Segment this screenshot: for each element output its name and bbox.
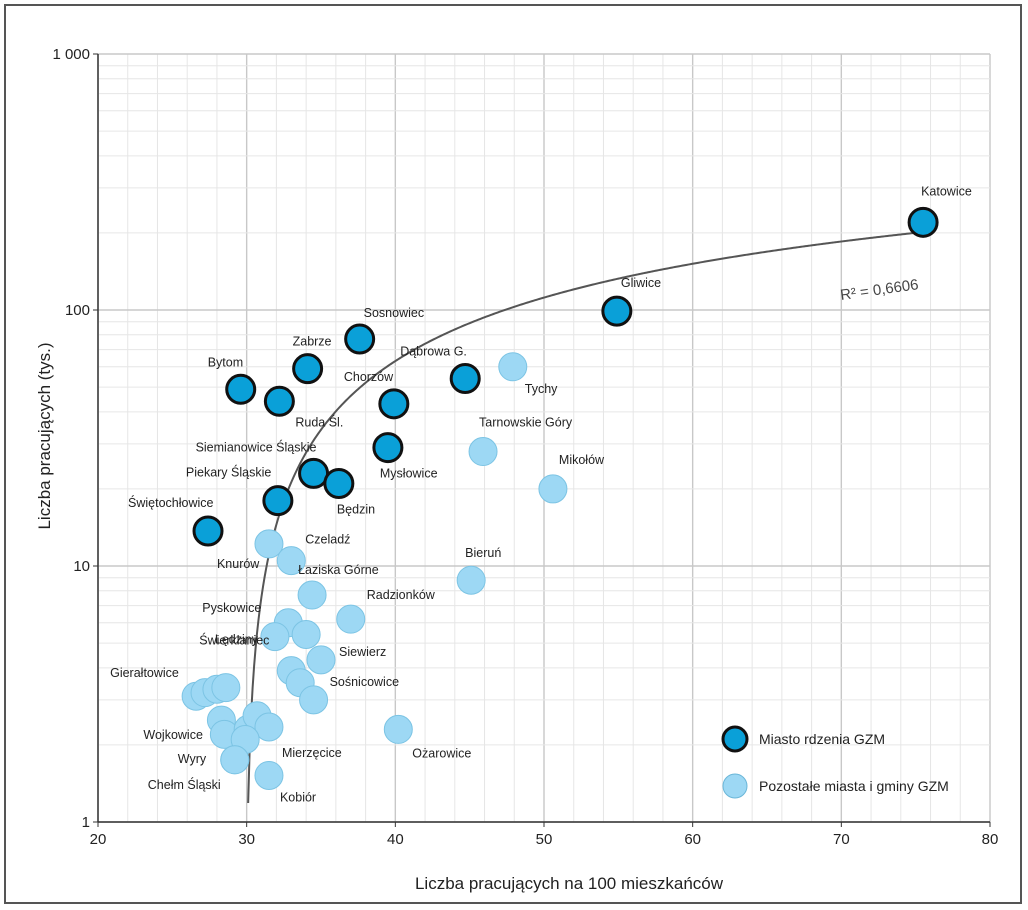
point-label: Siewierz — [339, 645, 386, 659]
trendline-group: R² = 0,6606 — [247, 230, 928, 804]
x-tick-label: 20 — [90, 831, 107, 848]
chart-frame: 20 30 40 50 60 70 80 1 10 100 1 000 R² = 0,6606 Ty… — [4, 4, 1022, 904]
point-label: Radzionków — [367, 588, 436, 602]
y-tick-label: 1 — [82, 814, 90, 831]
point-other-10 — [291, 620, 321, 650]
point-core-6 — [449, 363, 481, 395]
point-core-7 — [378, 388, 410, 420]
point-label: Lędziny — [215, 633, 259, 647]
point-other-7 — [336, 604, 366, 634]
y-tick-label: 100 — [65, 302, 90, 319]
point-other-0 — [498, 352, 528, 382]
point-label: Bytom — [208, 355, 243, 369]
point-label: Ruda Śl. — [295, 414, 343, 429]
point-other-5 — [276, 546, 306, 576]
point-label: Mikołów — [559, 453, 605, 467]
point-other-27 — [254, 760, 284, 790]
point-other-18 — [211, 673, 241, 703]
point-label: Mysłowice — [380, 467, 438, 481]
point-other-3 — [456, 565, 486, 595]
point-other-4 — [254, 529, 284, 559]
point-label: Chorzów — [344, 370, 394, 384]
legend: Miasto rdzenia GZM Pozostałe miasta i gm… — [721, 725, 949, 799]
point-core-4 — [225, 373, 257, 405]
point-label: Czeladź — [305, 533, 350, 547]
point-core-2 — [344, 323, 376, 355]
point-other-9 — [260, 622, 290, 652]
grid — [97, 53, 991, 823]
x-tick-label: 30 — [238, 831, 255, 848]
legend-label-core: Miasto rdzenia GZM — [759, 731, 885, 747]
point-core-3 — [292, 353, 324, 385]
point-core-10 — [323, 468, 355, 500]
points — [181, 206, 939, 790]
point-other-1 — [468, 437, 498, 467]
x-tick-label: 40 — [387, 831, 404, 848]
y-tick-label: 1 000 — [52, 46, 90, 63]
point-label: Pyskowice — [202, 601, 261, 615]
point-label: Tychy — [525, 382, 558, 396]
point-label: Zabrze — [293, 335, 332, 349]
axes: 20 30 40 50 60 70 80 1 10 100 1 000 — [52, 46, 998, 848]
point-other-14 — [299, 685, 329, 715]
legend-label-other: Pozostałe miasta i gminy GZM — [759, 778, 949, 794]
y-tick-label: 10 — [73, 558, 90, 575]
point-core-8 — [372, 432, 404, 464]
trendline-r2-label: R² = 0,6606 — [839, 276, 919, 304]
point-other-2 — [538, 474, 568, 504]
point-label: Tarnowskie Góry — [479, 416, 573, 430]
point-label: Dąbrowa G. — [400, 345, 467, 359]
point-other-12 — [306, 645, 336, 675]
point-core-0 — [907, 206, 939, 238]
point-label: Kobiór — [280, 790, 316, 804]
point-core-1 — [601, 295, 633, 327]
point-label: Bieruń — [465, 546, 501, 560]
x-tick-label: 60 — [684, 831, 701, 848]
legend-swatch-other — [722, 773, 748, 799]
point-label: Ożarowice — [412, 746, 471, 760]
point-other-28 — [383, 714, 413, 744]
x-axis-label: Liczba pracujących na 100 mieszkańców — [415, 874, 724, 893]
point-label: Będzin — [337, 503, 375, 517]
point-core-12 — [192, 515, 224, 547]
point-label: Świętochłowice — [128, 495, 214, 510]
point-label: Sosnowiec — [364, 306, 424, 320]
point-other-26 — [220, 745, 250, 775]
point-label: Sośnicowice — [330, 675, 400, 689]
scatter-chart: 20 30 40 50 60 70 80 1 10 100 1 000 R² = 0,6606 Ty… — [35, 46, 998, 893]
point-label: Wyry — [178, 752, 207, 766]
point-label: Piekary Śląskie — [186, 465, 271, 480]
legend-swatch-core — [721, 725, 749, 753]
point-label: Knurów — [217, 557, 260, 571]
trendline — [247, 230, 928, 804]
point-label: Gliwice — [621, 276, 661, 290]
point-label: Siemianowice Śląskie — [196, 439, 317, 454]
y-axis-label: Liczba pracujących (tys.) — [35, 342, 54, 529]
point-label: Gierałtowice — [110, 666, 179, 680]
point-other-6 — [297, 580, 327, 610]
point-label: Świerklaniec — [199, 633, 269, 648]
x-tick-label: 50 — [536, 831, 553, 848]
point-other-23 — [254, 712, 284, 742]
point-core-11 — [262, 485, 294, 517]
point-core-5 — [263, 385, 295, 417]
point-label: Mierzęcice — [282, 746, 342, 760]
point-labels: Tychy Tarnowskie Góry Mikołów Bieruń Knurów C… — [110, 184, 972, 804]
x-tick-label: 70 — [833, 831, 850, 848]
point-label: Wojkowice — [143, 728, 203, 742]
point-label: Katowice — [921, 184, 972, 198]
x-tick-label: 80 — [982, 831, 999, 848]
point-label: Łaziska Górne — [298, 563, 379, 577]
point-label: Chełm Śląski — [148, 777, 221, 792]
